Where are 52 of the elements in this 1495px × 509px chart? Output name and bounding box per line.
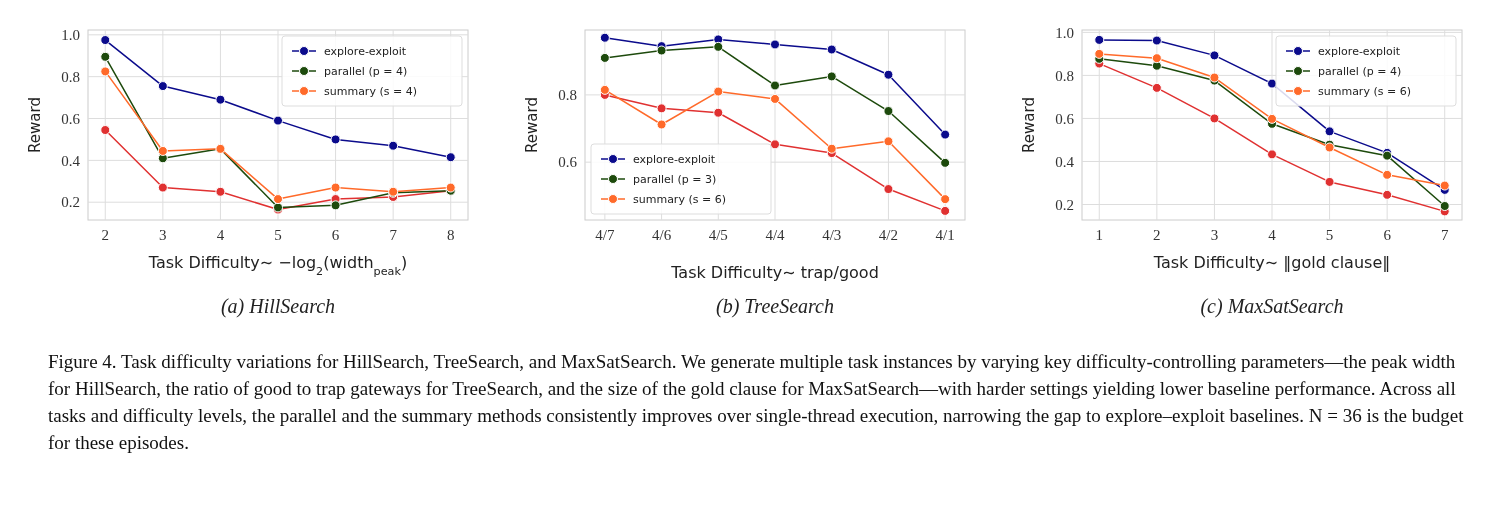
x-tick-label: 4/5 (708, 227, 728, 243)
y-tick-label: 0.8 (1055, 67, 1074, 84)
y-axis-title: Reward (26, 97, 44, 153)
x-tick-label: 2 (1153, 227, 1161, 243)
x-tick-label: 7 (1440, 227, 1449, 243)
x-tick-label: 6 (331, 227, 340, 243)
y-tick-label: 0.6 (1055, 110, 1075, 127)
legend-label: summary (s = 6) (1318, 84, 1411, 98)
x-tick-label: 3 (159, 227, 167, 243)
text: (a) HillSearch (220, 295, 336, 318)
x-tick-label: 4/4 (765, 227, 786, 243)
y-tick-label: 0.8 (558, 87, 577, 104)
y-tick-label: 0.2 (61, 194, 80, 211)
x-tick-label: 4 (1268, 227, 1277, 243)
x-axis-title: Task Difficulty∼ ‖gold clause‖ (1152, 253, 1391, 272)
legend-label: explore-exploit (633, 152, 716, 166)
text: (b) TreeSearch (716, 295, 834, 318)
x-tick-label: 4/7 (595, 227, 615, 243)
text: (c) MaxSatSearch (1200, 295, 1344, 318)
legend-label: parallel (p = 4) (324, 64, 408, 78)
x-tick-label: 7 (389, 227, 398, 243)
legend-label: explore-exploit (1318, 44, 1401, 58)
x-tick-label: 2 (101, 227, 110, 243)
x-tick-label: 4/6 (651, 227, 672, 243)
x-axis-title: Task Difficulty∼ trap/good (670, 263, 879, 282)
x-axis-title: Task Difficulty∼ −log$_{2}$(width$_{peak}$) (147, 253, 408, 278)
x-tick-label: 4/2 (878, 227, 899, 243)
y-tick-label: 0.6 (61, 110, 81, 127)
x-tick-label: 4 (216, 227, 225, 243)
y-tick-label: 0.8 (61, 68, 80, 85)
x-tick-label: 4/1 (935, 227, 955, 243)
legend-label: explore-exploit (324, 44, 407, 58)
x-tick-label: 1 (1095, 227, 1104, 243)
legend-label: summary (s = 6) (633, 192, 726, 206)
y-tick-label: 1.0 (61, 27, 80, 44)
x-tick-label: 5 (1325, 227, 1334, 243)
y-tick-label: 0.4 (61, 152, 81, 169)
y-tick-label: 0.4 (1055, 153, 1075, 170)
x-tick-label: 3 (1210, 227, 1219, 243)
y-axis-title: Reward (1020, 97, 1038, 153)
caption: Figure 4. Task difficulty variations for HillSearch, TreeSearch, and MaxSatSearch. We generate multiple task instances by varying key difficulty-controlling parameters—the peak width for HillSearch, the ratio of good to trap gateways for TreeSearch, and the size of the gold clause for MaxSatSearch—with harder settings yielding lower baseline performance. Across all tasks and difficulty levels, the parallel and the summary methods consistently improves over single-thread execution, narrowing the gap to explore–exploit baselines. N = 36 is the budget for these episodes. (48, 351, 1465, 453)
y-tick-label: 1.0 (1055, 24, 1074, 41)
x-tick-label: 6 (1383, 227, 1392, 243)
x-tick-label: 4/3 (822, 227, 842, 243)
x-tick-label: 8 (446, 227, 455, 243)
legend-label: parallel (p = 4) (1318, 64, 1402, 78)
x-tick-label: 5 (274, 227, 282, 243)
legend-label: parallel (p = 3) (633, 172, 717, 186)
y-tick-label: 0.2 (1055, 196, 1074, 213)
y-axis-title: Reward (523, 97, 541, 153)
y-tick-label: 0.6 (558, 154, 578, 171)
legend-label: summary (s = 4) (324, 84, 417, 98)
